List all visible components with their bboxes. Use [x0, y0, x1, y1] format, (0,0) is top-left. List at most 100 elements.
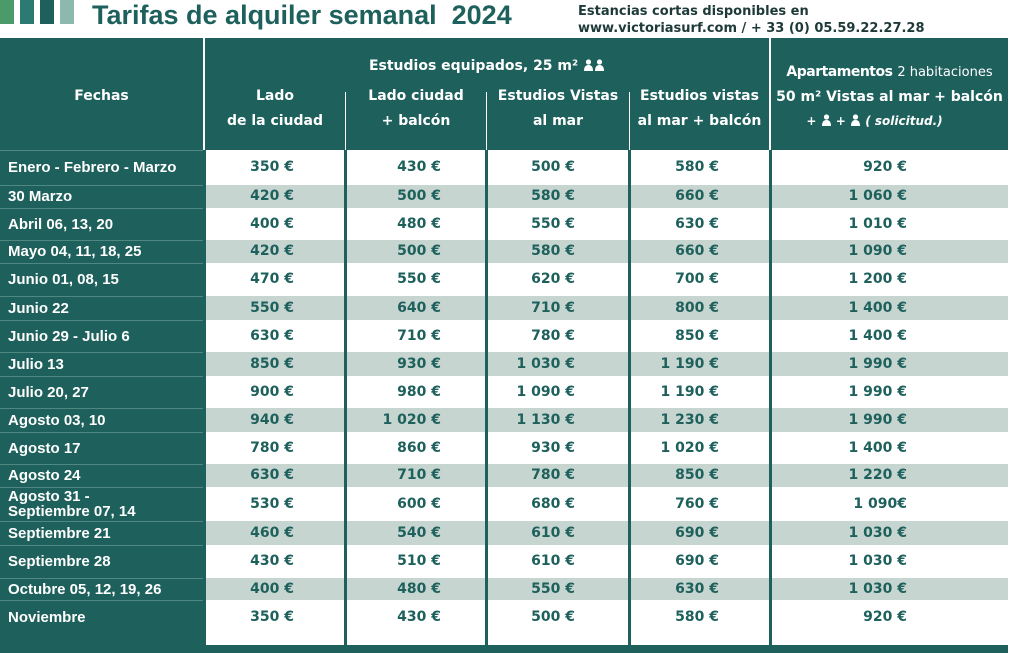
price: 580 € [675, 609, 719, 625]
apartments-note: ( solicitud.) [865, 114, 943, 128]
price: 1 200 € [848, 271, 907, 287]
date-text: Agosto 24 [8, 467, 81, 484]
price: 580 € [675, 159, 719, 175]
price: 1 010 € [848, 216, 907, 232]
person-icon [595, 59, 605, 71]
column-header: al mar [532, 113, 584, 129]
row-bg [203, 600, 1008, 645]
price: 1 220 € [848, 467, 907, 483]
date-text: Junio 29 - Julio 6 [8, 327, 130, 345]
date: Octubre 05, 12, 19, 26 [8, 578, 203, 600]
column-divider [203, 150, 206, 645]
date-cell [0, 208, 203, 240]
price: 500 € [397, 243, 441, 259]
price: 400 € [250, 216, 294, 232]
price: 660 € [675, 243, 719, 259]
column-header: Lado ciudad [368, 88, 464, 104]
plus: + [835, 114, 846, 128]
price: 780 € [250, 440, 294, 456]
contact-line: Estancias cortas disponibles en [578, 4, 809, 19]
date-cell [0, 185, 203, 208]
price: 920 € [863, 609, 907, 625]
date: Junio 01, 08, 15 [8, 263, 203, 296]
date: Agosto 31 - Septiembre 07, 14 [8, 487, 203, 521]
price: 780 € [531, 328, 575, 344]
row-bg [203, 185, 1008, 208]
column-divider [485, 150, 488, 645]
header-divider [769, 38, 771, 150]
price: 930 € [531, 440, 575, 456]
date-text: Junio 01, 08, 15 [8, 271, 119, 288]
date: Julio 13 [8, 352, 203, 376]
date-text: Junio 22 [8, 299, 69, 317]
date-cell [0, 240, 203, 263]
date-text: Agosto 17 [8, 439, 81, 457]
date: Agosto 03, 10 [8, 408, 203, 432]
contact-line: www.victoriasurf.com / + 33 (0) 05.59.22… [578, 21, 925, 36]
date: Mayo 04, 11, 18, 25 [8, 240, 203, 263]
price: 1 190 € [660, 384, 719, 400]
date-cell [0, 600, 203, 645]
row-bg [203, 487, 1008, 521]
price: 420 € [250, 243, 294, 259]
row-bg [203, 263, 1008, 296]
date: Abril 06, 13, 20 [8, 208, 203, 240]
contact: Estancias cortas disponibles en www.vict… [578, 3, 925, 37]
price: 510 € [397, 553, 441, 569]
date: Junio 22 [8, 296, 203, 320]
table-footer [0, 645, 1008, 653]
price: 1 990 € [848, 356, 907, 372]
price: 550 € [531, 216, 575, 232]
dates-header: Fechas [74, 88, 129, 104]
date-cell [0, 320, 203, 352]
row-bg [203, 521, 1008, 545]
title: Tarifas de alquiler semanal 2024 [92, 0, 512, 30]
column-divider [769, 150, 772, 645]
row-bg [203, 208, 1008, 240]
price: 1 060 € [848, 188, 907, 204]
group-header: Estudios equipados, 25 m² [205, 54, 769, 79]
group-header-text: Estudios equipados, 25 m² [368, 58, 579, 74]
date-cell [0, 352, 203, 376]
price: 1 030 € [848, 553, 907, 569]
price: 1 090€ [853, 496, 907, 512]
price: 420 € [250, 188, 294, 204]
price: 1 190 € [660, 356, 719, 372]
price: 550 € [250, 300, 294, 316]
price: 610 € [531, 553, 575, 569]
price: 1 090 € [848, 243, 907, 259]
date-cell [0, 263, 203, 296]
price: 500 € [397, 188, 441, 204]
date: Septiembre 28 [8, 545, 203, 578]
date-cell [0, 150, 203, 185]
table-header [0, 38, 1008, 150]
date: Enero - Febrero - Marzo [8, 150, 203, 185]
price: 1 090 € [516, 384, 575, 400]
price: 690 € [675, 525, 719, 541]
column-header: al mar + balcón [637, 113, 762, 129]
date-cell [0, 376, 203, 408]
price: 1 020 € [660, 440, 719, 456]
price: 1 030 € [516, 356, 575, 372]
price: 850 € [250, 356, 294, 372]
price: 630 € [250, 328, 294, 344]
price: 660 € [675, 188, 719, 204]
price: 500 € [531, 609, 575, 625]
price: 530 € [250, 496, 294, 512]
price: 430 € [397, 159, 441, 175]
price: 920 € [863, 159, 907, 175]
price: 430 € [397, 609, 441, 625]
price: 930 € [397, 356, 441, 372]
header-divider [629, 92, 630, 150]
price: 480 € [397, 216, 441, 232]
row-bg [203, 464, 1008, 487]
row-bg [203, 240, 1008, 263]
date-text: Octubre 05, 12, 19, 26 [8, 580, 162, 598]
apartments-line: 50 m² Vistas al mar + balcón [776, 89, 1003, 105]
row-bg [203, 545, 1008, 578]
header-divider [486, 92, 487, 150]
person-icon [821, 114, 831, 126]
date-text: Abril 06, 13, 20 [8, 215, 114, 233]
date-cell [0, 521, 203, 545]
